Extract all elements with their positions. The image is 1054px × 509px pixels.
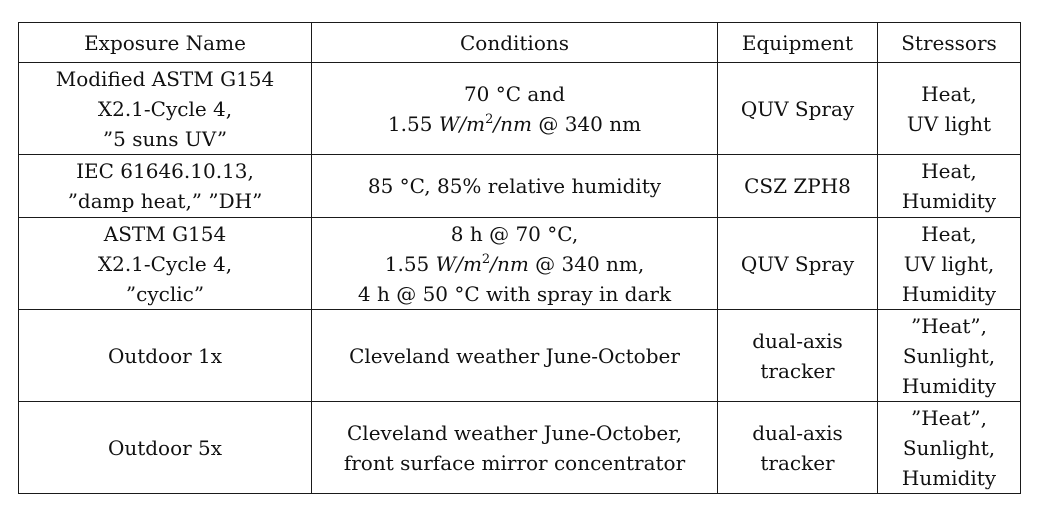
cell-text-formula: 1.55 W/m2/nm @ 340 nm, [316, 249, 713, 279]
cell-text: CSZ ZPH8 [744, 174, 851, 198]
cell-conditions: 85 °C, 85% relative humidity [311, 154, 718, 218]
table-row: ASTM G154 X2.1-Cycle 4, ”cyclic” 8 h @ 7… [18, 217, 1021, 310]
cell-text: UV light, [903, 251, 995, 276]
cell-equipment: dual-axis tracker [717, 309, 878, 402]
cell-stressors: Heat, UV light [877, 62, 1021, 155]
cell-stressors: Heat, Humidity [877, 154, 1021, 218]
cell-stressors: ”Heat”, Sunlight, Humidity [877, 401, 1021, 494]
header-stressors: Stressors [877, 22, 1021, 63]
formula-unit-m: m [466, 111, 486, 136]
header-equipment: Equipment [717, 22, 878, 63]
formula-unit-nm: nm [496, 251, 529, 276]
cell-equipment: dual-axis tracker [717, 401, 878, 494]
cell-text: Sunlight, [902, 343, 996, 368]
cell-text: dual-axis [752, 420, 843, 445]
table-row: Modified ASTM G154 X2.1-Cycle 4, ”5 suns… [18, 62, 1021, 155]
cell-equipment: CSZ ZPH8 [717, 154, 878, 218]
cell-text: dual-axis [752, 328, 843, 353]
header-row: Exposure Name Conditions Equipment Stres… [18, 22, 1021, 63]
cell-exposure-name: ASTM G154 X2.1-Cycle 4, ”cyclic” [18, 217, 312, 310]
cell-text: Cleveland weather June-October, [347, 420, 682, 445]
cell-equipment: QUV Spray [717, 62, 878, 155]
cell-text: 70 °C and [463, 81, 566, 106]
formula-unit-w: W [438, 111, 460, 136]
formula-sep: / [456, 251, 463, 276]
cell-exposure-name: Outdoor 1x [18, 309, 312, 402]
table-row: Outdoor 1x Cleveland weather June-Octobe… [18, 309, 1021, 402]
formula-exponent: 2 [485, 111, 494, 127]
cell-text: ”Heat”, [910, 313, 988, 338]
cell-text: 4 h @ 50 °C with spray in dark [357, 281, 672, 306]
cell-text: front surface mirror concentrator [343, 450, 686, 475]
cell-text: Sunlight, [902, 435, 996, 460]
formula-sep: / [490, 251, 497, 276]
cell-text: ASTM G154 [103, 221, 227, 246]
formula-sep: / [493, 111, 501, 136]
cell-text: X2.1-Cycle 4, [97, 96, 233, 121]
cell-text-formula: 1.55 W/m2/nm @ 340 nm [316, 109, 713, 139]
formula-exponent: 2 [481, 251, 491, 267]
cell-stressors: Heat, UV light, Humidity [877, 217, 1021, 310]
cell-exposure-name: IEC 61646.10.13, ”damp heat,” ”DH” [18, 154, 312, 218]
cell-text: ”cyclic” [125, 281, 205, 306]
cell-text: QUV Spray [740, 96, 855, 121]
cell-text: Cleveland weather June-October [349, 343, 680, 368]
cell-text: Heat, [921, 159, 977, 183]
cell-text: ”Heat”, [910, 405, 988, 430]
cell-text: UV light [906, 111, 992, 136]
cell-text: QUV Spray [740, 251, 855, 276]
cell-text: Humidity [901, 281, 997, 306]
cell-text: Humidity [901, 465, 997, 490]
cell-text: tracker [760, 450, 835, 475]
cell-text: Outdoor 1x [107, 343, 223, 368]
exposure-table: Exposure Name Conditions Equipment Stres… [18, 22, 1021, 494]
cell-text: X2.1-Cycle 4, [97, 251, 233, 276]
cell-text: tracker [760, 358, 835, 383]
cell-conditions: 70 °C and 1.55 W/m2/nm @ 340 nm [311, 62, 718, 155]
formula-tail: @ 340 nm, [528, 251, 645, 276]
cell-text: Outdoor 5x [107, 435, 223, 460]
cell-exposure-name: Outdoor 5x [18, 401, 312, 494]
cell-text: IEC 61646.10.13, [76, 159, 254, 183]
formula-value: 1.55 [387, 111, 439, 136]
table-row: IEC 61646.10.13, ”damp heat,” ”DH” 85 °C… [18, 154, 1021, 218]
cell-conditions: Cleveland weather June-October, front su… [311, 401, 718, 494]
cell-text: 85 °C, 85% relative humidity [367, 174, 662, 198]
cell-text: Humidity [901, 373, 997, 398]
cell-equipment: QUV Spray [717, 217, 878, 310]
cell-text: ”damp heat,” ”DH” [67, 189, 263, 213]
formula-value: 1.55 [384, 251, 436, 276]
header-conditions: Conditions [311, 22, 718, 63]
formula-tail: @ 340 nm [531, 111, 642, 136]
cell-text: 8 h @ 70 °C, [450, 221, 579, 246]
cell-exposure-name: Modified ASTM G154 X2.1-Cycle 4, ”5 suns… [18, 62, 312, 155]
formula-unit-m: m [462, 251, 482, 276]
cell-text: Heat, [921, 221, 977, 246]
cell-conditions: 8 h @ 70 °C, 1.55 W/m2/nm @ 340 nm, 4 h … [311, 217, 718, 310]
formula-unit-nm: nm [500, 111, 532, 136]
cell-stressors: ”Heat”, Sunlight, Humidity [877, 309, 1021, 402]
header-exposure-name: Exposure Name [18, 22, 312, 63]
cell-text: Humidity [901, 189, 997, 213]
cell-text: Heat, [921, 81, 977, 106]
cell-text: Modified ASTM G154 [55, 66, 275, 91]
formula-unit-w: W [435, 251, 457, 276]
table-row: Outdoor 5x Cleveland weather June-Octobe… [18, 401, 1021, 494]
formula-sep: / [459, 111, 467, 136]
cell-conditions: Cleveland weather June-October [311, 309, 718, 402]
cell-text: ”5 suns UV” [102, 126, 228, 151]
